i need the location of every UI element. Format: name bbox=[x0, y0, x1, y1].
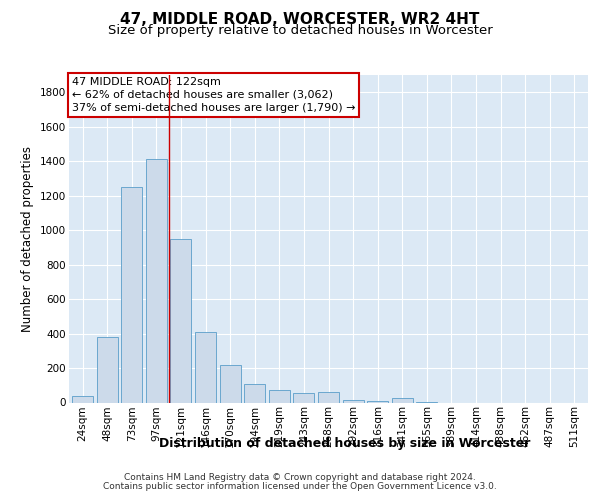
Bar bbox=[244, 384, 265, 402]
Bar bbox=[392, 398, 413, 402]
Bar bbox=[343, 400, 364, 402]
Text: 47 MIDDLE ROAD: 122sqm
← 62% of detached houses are smaller (3,062)
37% of semi-: 47 MIDDLE ROAD: 122sqm ← 62% of detached… bbox=[71, 76, 355, 113]
Bar bbox=[293, 393, 314, 402]
Bar bbox=[121, 187, 142, 402]
Bar bbox=[97, 337, 118, 402]
Bar bbox=[72, 396, 93, 402]
Bar bbox=[318, 392, 339, 402]
Text: 47, MIDDLE ROAD, WORCESTER, WR2 4HT: 47, MIDDLE ROAD, WORCESTER, WR2 4HT bbox=[121, 12, 479, 28]
Y-axis label: Number of detached properties: Number of detached properties bbox=[22, 146, 34, 332]
Text: Distribution of detached houses by size in Worcester: Distribution of detached houses by size … bbox=[160, 438, 530, 450]
Bar bbox=[269, 390, 290, 402]
Bar bbox=[220, 364, 241, 403]
Bar bbox=[367, 401, 388, 402]
Bar bbox=[195, 332, 216, 402]
Text: Size of property relative to detached houses in Worcester: Size of property relative to detached ho… bbox=[107, 24, 493, 37]
Bar bbox=[146, 160, 167, 402]
Bar bbox=[170, 239, 191, 402]
Text: Contains HM Land Registry data © Crown copyright and database right 2024.: Contains HM Land Registry data © Crown c… bbox=[124, 472, 476, 482]
Text: Contains public sector information licensed under the Open Government Licence v3: Contains public sector information licen… bbox=[103, 482, 497, 491]
